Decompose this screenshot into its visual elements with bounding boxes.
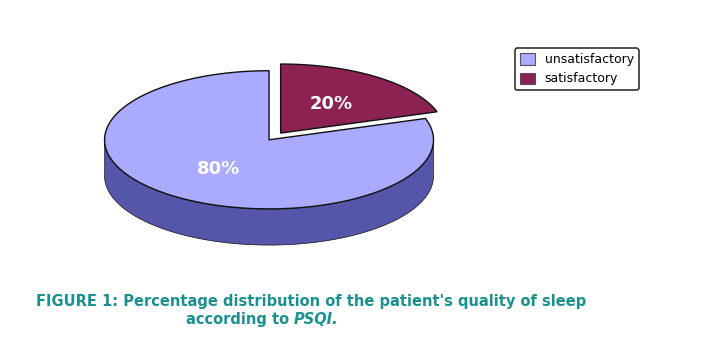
Polygon shape (280, 64, 437, 133)
Text: according to: according to (185, 312, 294, 327)
Text: 20%: 20% (309, 95, 353, 113)
Legend: unsatisfactory, satisfactory: unsatisfactory, satisfactory (515, 48, 639, 90)
Text: according to PSQI.: according to PSQI. (235, 312, 388, 327)
Polygon shape (105, 137, 433, 245)
Polygon shape (105, 71, 433, 209)
Text: PSQI.: PSQI. (294, 312, 338, 327)
Text: FIGURE 1: Percentage distribution of the patient's quality of sleep: FIGURE 1: Percentage distribution of the… (36, 294, 587, 309)
Text: 80%: 80% (197, 160, 241, 178)
